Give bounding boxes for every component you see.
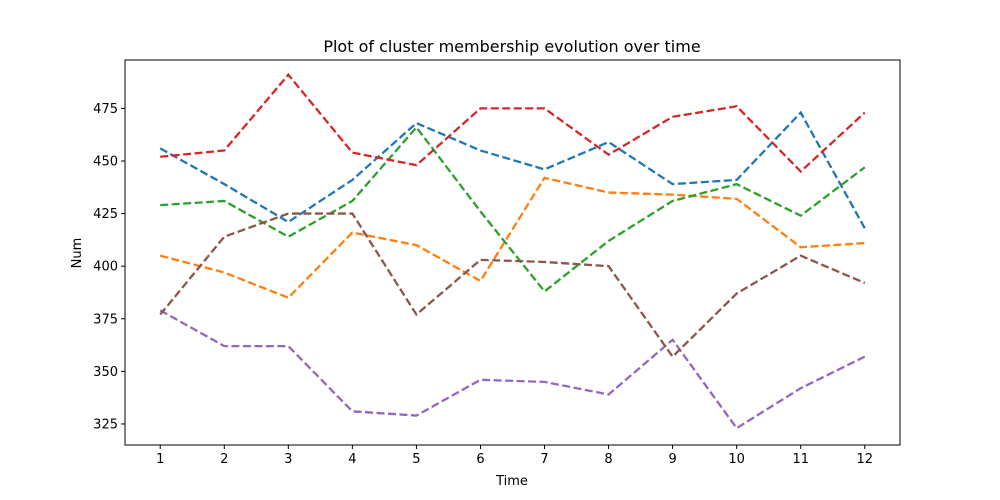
y-tick-label: 350 [93, 365, 118, 380]
y-tick-label: 375 [93, 312, 118, 327]
y-tick-label: 450 [93, 154, 118, 169]
y-tick-label: 425 [93, 207, 118, 222]
series-line-6 [159, 212, 866, 359]
series-layer [159, 72, 866, 430]
series-line-2 [159, 176, 865, 300]
x-tick-label: 6 [476, 452, 484, 467]
series-line-5 [159, 309, 866, 430]
x-tick-label: 8 [604, 452, 612, 467]
y-tick-label: 475 [93, 102, 118, 117]
x-axis: 1 2 3 4 5 6 7 8 9 10 11 12 [156, 445, 873, 467]
y-axis: 325 350 375 400 425 450 475 [93, 102, 125, 432]
x-tick-label: 5 [412, 452, 420, 467]
y-axis-label: Num [70, 238, 85, 269]
series-line-3 [160, 125, 866, 294]
x-tick-label: 2 [220, 452, 228, 467]
x-tick-label: 12 [856, 452, 873, 467]
plot-frame [124, 59, 901, 446]
x-tick-label: 7 [540, 452, 548, 467]
x-tick-label: 11 [792, 452, 809, 467]
series-line-1 [159, 110, 866, 229]
series-line-4 [160, 72, 866, 174]
x-tick-label: 9 [668, 452, 676, 467]
y-tick-label: 400 [93, 260, 118, 275]
x-tick-label: 4 [348, 452, 356, 467]
x-tick-label: 3 [284, 452, 292, 467]
x-tick-label: 10 [728, 452, 745, 467]
x-tick-label: 1 [156, 452, 164, 467]
chart-title: Plot of cluster membership evolution ove… [323, 37, 700, 56]
x-axis-label: Time [495, 474, 528, 489]
y-tick-label: 325 [93, 417, 118, 432]
